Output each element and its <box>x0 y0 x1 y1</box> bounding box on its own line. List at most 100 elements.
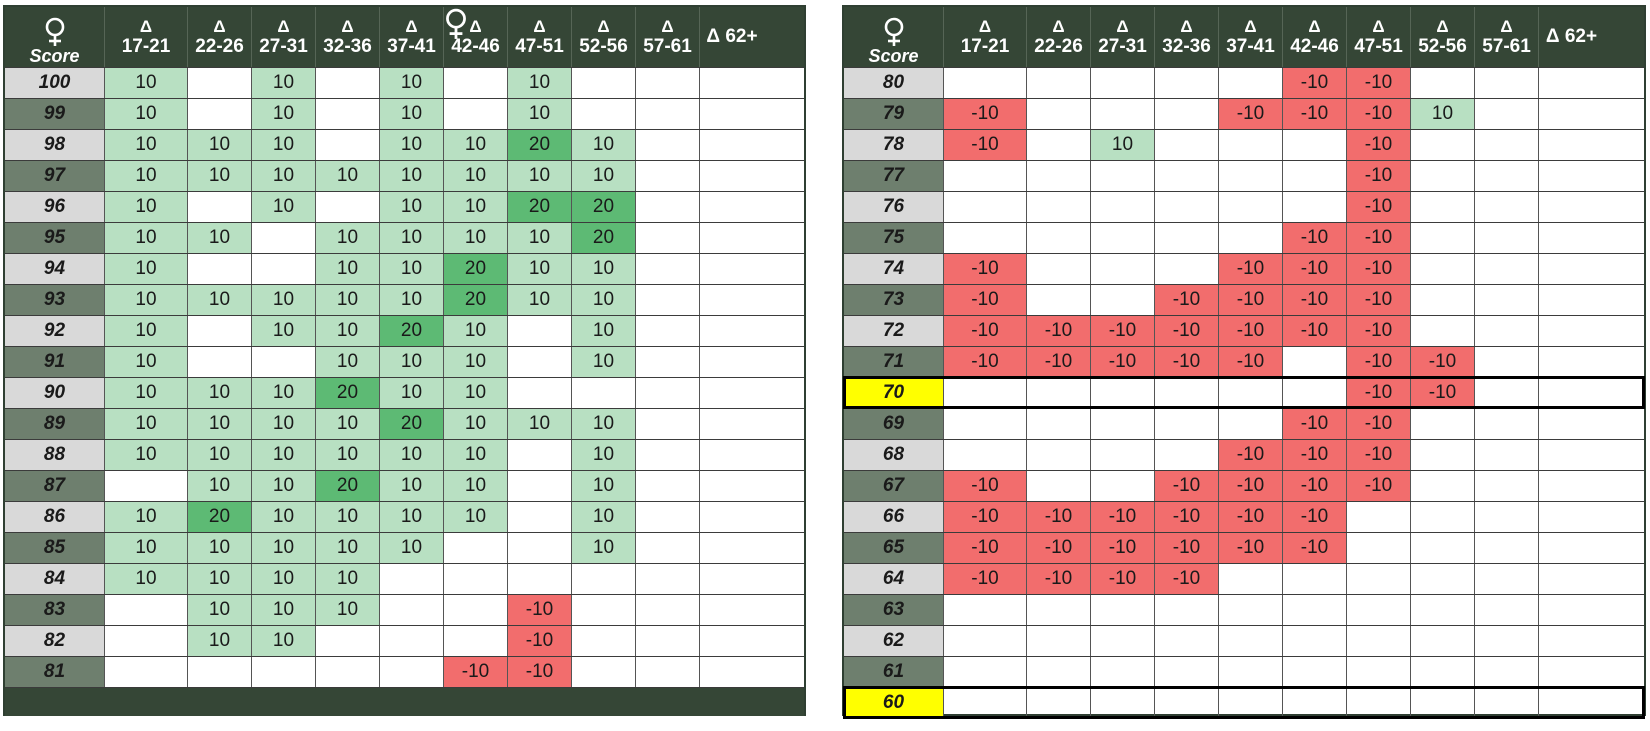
value-cell <box>1539 161 1604 191</box>
female-symbol-icon <box>45 17 64 46</box>
age-range-label: 47-51 <box>515 36 564 57</box>
value-cell <box>572 68 636 98</box>
age-range-label: 32-36 <box>323 36 372 57</box>
value-cell: 10 <box>252 409 316 439</box>
value-cell: -10 <box>1027 316 1091 346</box>
value-cell <box>1027 161 1091 191</box>
value-cell <box>700 223 764 253</box>
value-cell <box>1347 626 1411 656</box>
value-cell <box>944 657 1027 687</box>
age-range-label: 52-56 <box>1418 36 1467 57</box>
value-cell <box>316 192 380 222</box>
value-cell <box>444 626 508 656</box>
value-cell: 10 <box>380 502 444 532</box>
value-cell <box>636 161 700 191</box>
value-cell <box>1475 533 1539 563</box>
value-cell <box>316 626 380 656</box>
value-cell: 10 <box>188 626 252 656</box>
value-cell: 10 <box>188 564 252 594</box>
value-cell <box>1539 409 1604 439</box>
value-cell <box>1539 130 1604 160</box>
value-cell <box>1411 254 1475 284</box>
value-cell <box>636 626 700 656</box>
value-cell <box>316 68 380 98</box>
value-cell <box>700 161 764 191</box>
value-cell: 10 <box>508 285 572 315</box>
score-table-right: Score Δ 17-21 Δ 22-26 Δ 27-31 Δ 32-36 Δ 37-41 Δ 42-4… <box>842 5 1646 719</box>
value-cell <box>1027 68 1091 98</box>
age-range-label: 37-41 <box>387 36 436 57</box>
value-cell <box>700 657 764 687</box>
value-cell: 10 <box>105 409 188 439</box>
value-cell <box>700 192 764 222</box>
value-cell <box>1091 223 1155 253</box>
value-cell: 20 <box>572 192 636 222</box>
score-cell: 87 <box>5 471 105 501</box>
age-column-header: Δ 62+ <box>1539 7 1604 67</box>
value-cell <box>1283 657 1347 687</box>
value-cell <box>1219 595 1283 625</box>
value-cell <box>1027 626 1091 656</box>
value-cell <box>188 68 252 98</box>
score-cell: 91 <box>5 347 105 377</box>
value-cell <box>508 564 572 594</box>
age-range-label: 52-56 <box>579 36 628 57</box>
value-cell: 10 <box>316 502 380 532</box>
age-column-header: Δ 37-41 <box>380 7 444 67</box>
table-row: 95 10 10 10 10 10 10 20 <box>5 222 804 253</box>
delta-symbol: Δ <box>597 17 610 36</box>
value-cell: 10 <box>105 285 188 315</box>
value-cell: 10 <box>316 161 380 191</box>
value-cell <box>1411 595 1475 625</box>
age-column-header: Δ 37-41 <box>1219 7 1283 67</box>
value-cell: -10 <box>1219 254 1283 284</box>
value-cell <box>444 595 508 625</box>
value-cell <box>1411 502 1475 532</box>
value-cell: 10 <box>444 130 508 160</box>
score-cell: 94 <box>5 254 105 284</box>
table-row: 92 10 10 10 20 10 10 <box>5 315 804 346</box>
value-cell <box>636 347 700 377</box>
value-cell <box>1539 440 1604 470</box>
value-cell: -10 <box>1155 347 1219 377</box>
value-cell <box>1475 688 1539 718</box>
score-cell: 62 <box>844 626 944 656</box>
value-cell: 10 <box>105 564 188 594</box>
value-cell: -10 <box>1219 99 1283 129</box>
value-cell <box>1091 254 1155 284</box>
table-row: 85 10 10 10 10 10 10 <box>5 532 804 563</box>
table-row: 76 -10 <box>844 191 1644 222</box>
delta-symbol: Δ <box>1436 17 1449 36</box>
value-cell: 10 <box>252 533 316 563</box>
value-cell: -10 <box>1027 347 1091 377</box>
value-cell <box>700 440 764 470</box>
value-cell <box>1155 409 1219 439</box>
value-cell: -10 <box>1347 347 1411 377</box>
value-cell <box>105 471 188 501</box>
value-cell: -10 <box>1283 223 1347 253</box>
table-row: 65 -10 -10 -10 -10 -10 -10 <box>844 532 1644 563</box>
value-cell: 10 <box>188 130 252 160</box>
score-cell: 82 <box>5 626 105 656</box>
table-row: 100 10 10 10 10 <box>5 67 804 98</box>
value-cell <box>1475 564 1539 594</box>
value-cell <box>1475 347 1539 377</box>
value-cell: 10 <box>188 285 252 315</box>
value-cell <box>700 254 764 284</box>
score-cell: 93 <box>5 285 105 315</box>
value-cell: -10 <box>1283 471 1347 501</box>
value-cell: 10 <box>252 68 316 98</box>
value-cell <box>1411 316 1475 346</box>
score-cell: 77 <box>844 161 944 191</box>
delta-symbol: Δ <box>978 17 992 36</box>
value-cell <box>1475 657 1539 687</box>
value-cell: 10 <box>105 440 188 470</box>
value-cell: 10 <box>252 378 316 408</box>
score-cell: 85 <box>5 533 105 563</box>
value-cell <box>1091 595 1155 625</box>
value-cell <box>1475 595 1539 625</box>
value-cell <box>1539 285 1604 315</box>
value-cell <box>1027 688 1091 718</box>
value-cell: 10 <box>252 192 316 222</box>
score-cell: 97 <box>5 161 105 191</box>
